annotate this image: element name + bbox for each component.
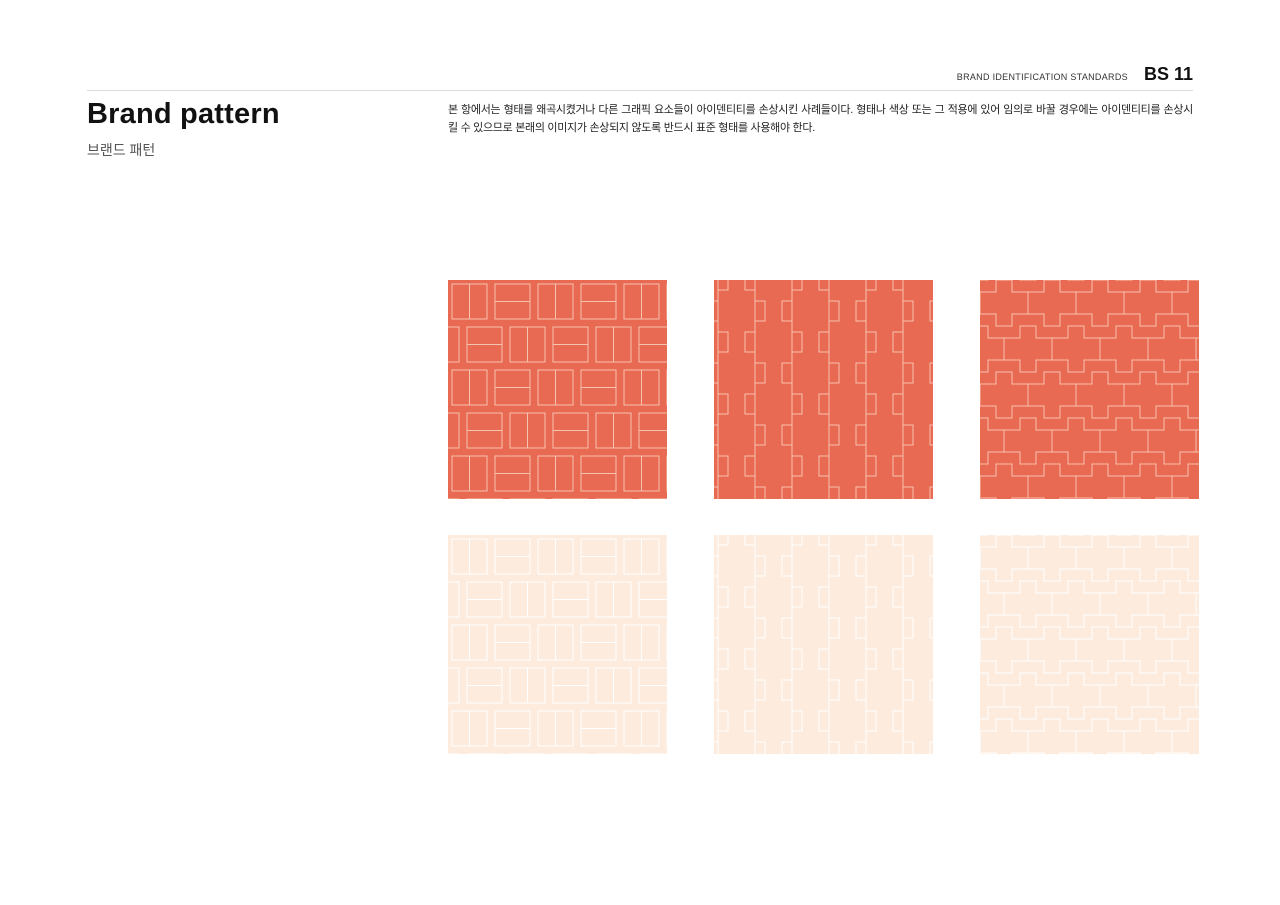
- pattern-tile-column-coral: [714, 280, 933, 499]
- pattern-tile-weave-cream: [448, 535, 667, 754]
- description-text: 본 항에서는 형태를 왜곡시켰거나 다른 그래픽 요소들이 아이덴티티를 손상시…: [448, 104, 1193, 134]
- page-title: Brand pattern: [87, 98, 280, 130]
- pattern-graphic: [448, 280, 667, 499]
- page-subtitle: 브랜드 패턴: [87, 142, 156, 158]
- page-code: BS 11: [1143, 64, 1193, 84]
- pattern-tile-cross-cream: [980, 535, 1199, 754]
- pattern-graphic: [980, 280, 1199, 499]
- pattern-graphic: [714, 535, 933, 754]
- pattern-graphic: [980, 535, 1199, 754]
- header-divider: [87, 90, 1193, 91]
- pattern-graphic: [714, 280, 933, 499]
- pattern-graphic: [448, 535, 667, 754]
- section-label: BRAND IDENTIFICATION STANDARDS: [956, 72, 1128, 82]
- pattern-tile-weave-coral: [448, 280, 667, 499]
- pattern-tile-column-cream: [714, 535, 933, 754]
- header-meta: BRAND IDENTIFICATION STANDARDS BS 11: [957, 64, 1193, 85]
- pattern-tile-cross-coral: [980, 280, 1199, 499]
